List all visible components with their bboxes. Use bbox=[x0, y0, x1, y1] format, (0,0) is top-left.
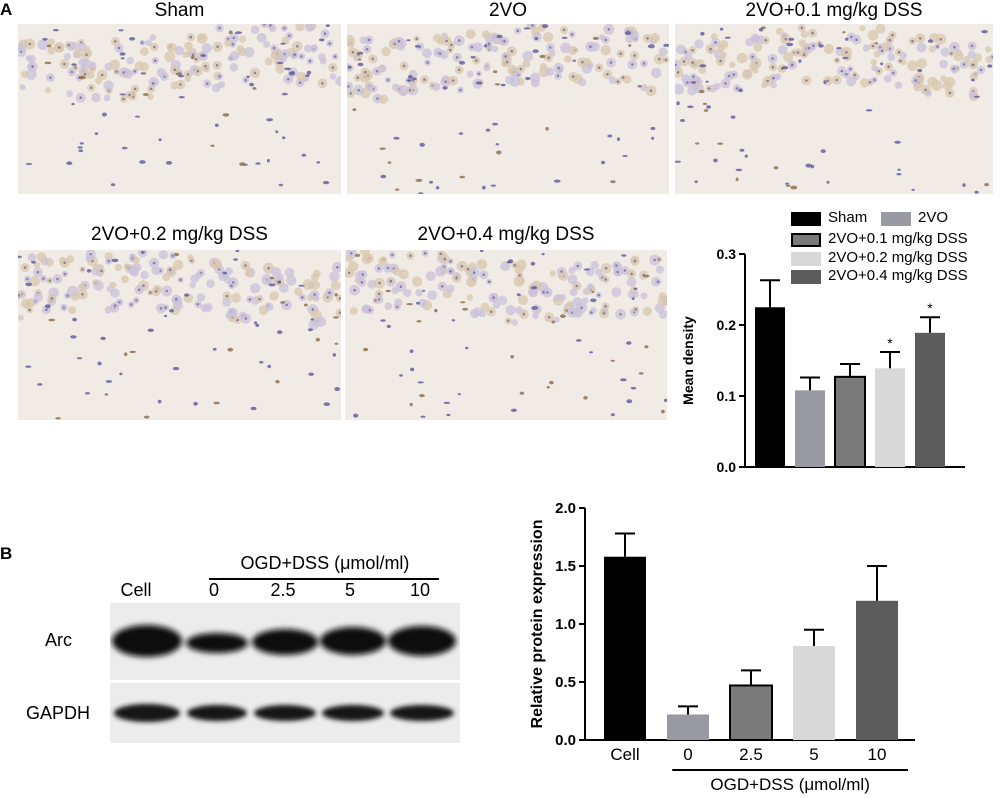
legend-label-2vo-0-2: 2VO+0.2 mg/kg DSS bbox=[828, 249, 968, 266]
y-tick-label: 0.2 bbox=[717, 317, 737, 333]
y-axis-label: Mean density bbox=[680, 316, 696, 405]
relative-expression-chart: 0.0 0.5 1.0 1.5 2.0 Relative protein expressi… bbox=[529, 500, 915, 794]
y-tick-label: 0.0 bbox=[555, 732, 576, 749]
image-title-2vo-0-1: 2VO+0.1 mg/kg DSS bbox=[745, 0, 923, 21]
y-axis-label: Relative protein expression bbox=[529, 520, 546, 729]
blot-lane-5: 5 bbox=[344, 580, 355, 600]
micrograph-2vo-0-1 bbox=[675, 24, 993, 194]
panel-a-label: A bbox=[0, 0, 13, 19]
blot-strip-gapdh bbox=[110, 683, 460, 743]
image-title-2vo-0-2: 2VO+0.2 mg/kg DSS bbox=[91, 224, 268, 245]
bar bbox=[729, 684, 773, 741]
bar bbox=[755, 307, 785, 467]
bar bbox=[604, 556, 646, 740]
micrograph-2vo-0-2 bbox=[18, 250, 341, 420]
blot-row-gapdh: GAPDH bbox=[26, 703, 91, 723]
blot-strip-arc bbox=[110, 603, 460, 680]
y-tick-label: 0.0 bbox=[717, 459, 737, 475]
bar bbox=[793, 646, 835, 740]
blot-lane-10: 10 bbox=[409, 580, 431, 600]
y-tick-label: 2.0 bbox=[555, 500, 576, 517]
panel-b-label: B bbox=[0, 544, 13, 563]
micrograph-sham bbox=[18, 24, 341, 194]
y-tick-label: 0.1 bbox=[717, 388, 737, 404]
x-tick-label: 10 bbox=[868, 745, 887, 764]
image-title-2vo-0-4: 2VO+0.4 mg/kg DSS bbox=[417, 224, 595, 245]
legend-swatch-2vo-0-4 bbox=[791, 270, 821, 284]
y-tick-label: 1.5 bbox=[555, 558, 576, 575]
blot-lane-2-5: 2.5 bbox=[270, 580, 296, 600]
blot-lane-cell: Cell bbox=[120, 580, 152, 600]
blot-lane-0: 0 bbox=[208, 580, 219, 600]
legend-swatch-2vo bbox=[881, 212, 911, 226]
blot-row-arc: Arc bbox=[45, 630, 72, 650]
micrograph-2vo-0-4 bbox=[345, 250, 667, 420]
bar bbox=[834, 375, 866, 468]
micrograph-2vo bbox=[347, 24, 669, 194]
x-tick-label: 5 bbox=[809, 745, 818, 764]
legend-label-2vo-0-4: 2VO+0.4 mg/kg DSS bbox=[828, 267, 968, 284]
x-axis-label: OGD+DSS (μmol/ml) bbox=[710, 775, 870, 794]
significance-marker: * bbox=[927, 300, 933, 316]
bar bbox=[795, 390, 825, 467]
y-tick-label: 0.5 bbox=[555, 674, 576, 691]
legend-label-2vo-0-1: 2VO+0.1 mg/kg DSS bbox=[828, 230, 968, 247]
bar bbox=[856, 600, 898, 740]
x-tick-label: 2.5 bbox=[739, 745, 763, 764]
bar bbox=[915, 332, 945, 467]
mean-density-chart: 0.0 0.1 0.2 0.3 Mean density * * bbox=[680, 246, 965, 475]
x-tick-label: 0 bbox=[683, 745, 692, 764]
image-title-2vo: 2VO bbox=[488, 0, 528, 21]
image-title-sham: Sham bbox=[154, 0, 205, 21]
legend-swatch-2vo-0-1 bbox=[791, 233, 821, 247]
x-tick-label: Cell bbox=[610, 745, 639, 764]
bar bbox=[667, 714, 709, 740]
legend-label-2vo: 2VO bbox=[918, 209, 949, 226]
blot-group-label: OGD+DSS (μmol/ml) bbox=[240, 553, 410, 573]
legend-swatch-sham bbox=[791, 212, 821, 226]
y-tick-label: 0.3 bbox=[717, 246, 737, 262]
legend-label-sham: Sham bbox=[828, 209, 868, 226]
legend-swatch-2vo-0-2 bbox=[791, 252, 821, 266]
blot-group-line bbox=[209, 578, 439, 580]
significance-marker: * bbox=[887, 335, 893, 351]
y-tick-label: 1.0 bbox=[555, 616, 576, 633]
bar bbox=[875, 368, 905, 467]
